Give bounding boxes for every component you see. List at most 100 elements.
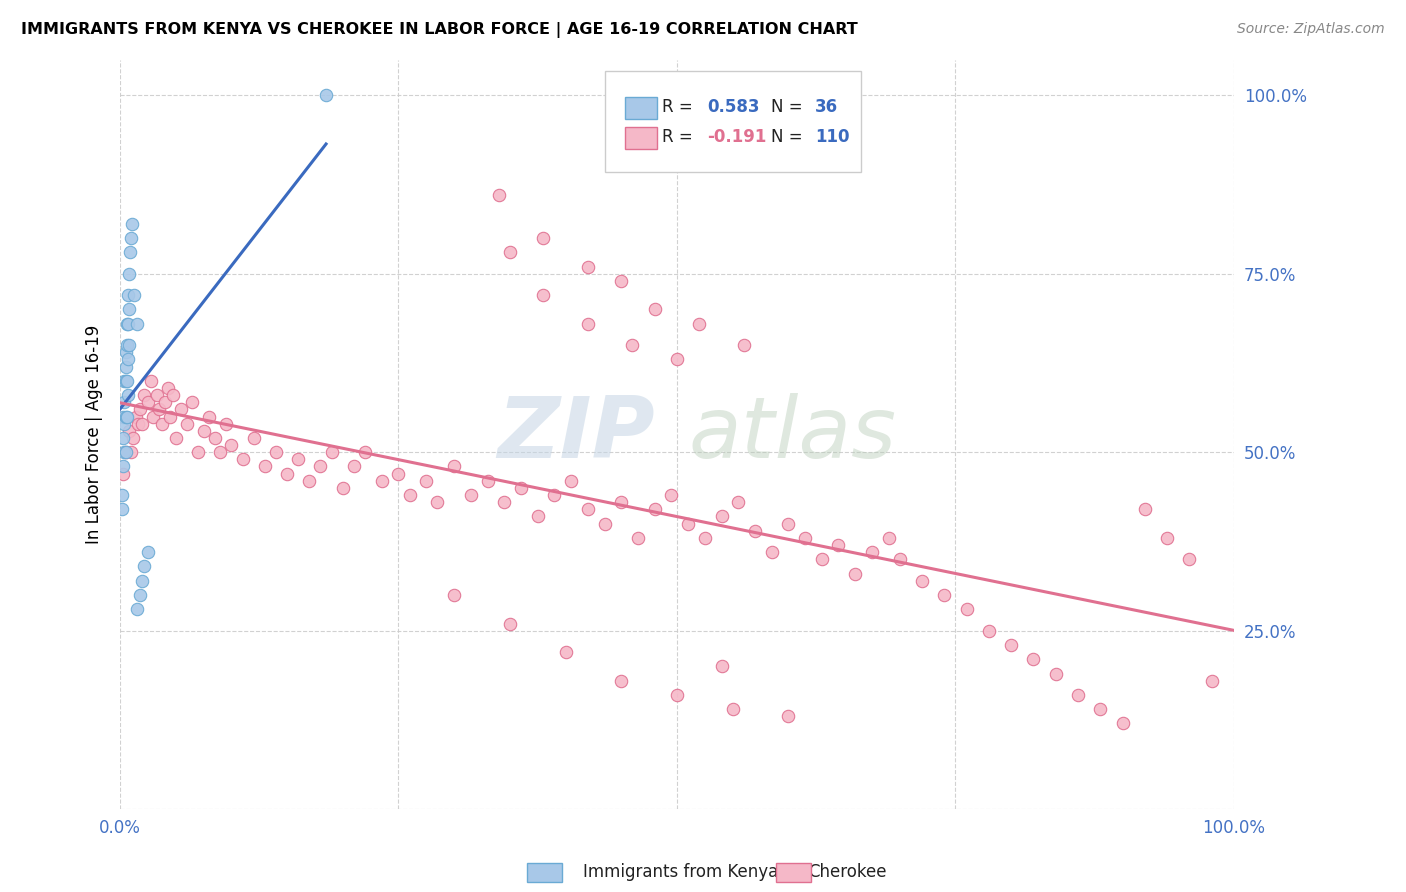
Point (309, 459, 332, 474)
Point (215, 417, 238, 431)
Point (112, 374, 135, 388)
Point (321, 445, 343, 459)
Point (810, 552, 832, 566)
Point (117, 352, 139, 367)
Point (889, 552, 911, 566)
Point (1090, 702, 1112, 716)
Point (371, 474, 394, 488)
Point (176, 417, 198, 431)
Point (627, 531, 650, 545)
Point (141, 374, 163, 388)
Point (159, 409, 181, 424)
Point (165, 431, 187, 445)
Point (688, 317, 710, 331)
Point (122, 431, 145, 445)
Text: R =: R = (662, 128, 699, 145)
Point (148, 402, 170, 417)
Point (510, 481, 533, 495)
Point (198, 409, 221, 424)
Point (114, 374, 136, 388)
Point (387, 467, 409, 481)
Point (1201, 673, 1223, 688)
Text: atlas: atlas (688, 392, 896, 475)
Point (494, 495, 516, 509)
Point (156, 381, 179, 395)
Text: N =: N = (770, 128, 807, 145)
Point (778, 709, 800, 723)
Point (531, 231, 554, 245)
Text: -0.191: -0.191 (707, 128, 766, 145)
Point (114, 445, 136, 459)
Point (955, 602, 977, 616)
Point (181, 395, 204, 409)
Point (115, 374, 138, 388)
Point (117, 288, 139, 302)
Point (332, 481, 354, 495)
Text: ZIP: ZIP (498, 392, 655, 475)
Point (118, 267, 141, 281)
Point (153, 395, 176, 409)
Point (794, 531, 817, 545)
Point (576, 317, 599, 331)
Point (661, 488, 683, 502)
Point (593, 516, 616, 531)
Text: Source: ZipAtlas.com: Source: ZipAtlas.com (1237, 22, 1385, 37)
Text: N =: N = (770, 98, 807, 116)
Point (676, 516, 699, 531)
Point (934, 588, 956, 602)
Point (560, 474, 582, 488)
Point (134, 388, 156, 402)
Point (576, 502, 599, 516)
Point (610, 673, 633, 688)
Point (112, 431, 135, 445)
Point (115, 338, 138, 352)
Point (1111, 716, 1133, 731)
Point (127, 417, 149, 431)
Point (209, 445, 232, 459)
Point (114, 359, 136, 374)
Point (1022, 652, 1045, 666)
Point (1156, 531, 1178, 545)
Point (170, 402, 193, 417)
Point (710, 659, 733, 673)
Point (827, 538, 849, 552)
Point (111, 488, 134, 502)
Point (131, 417, 153, 431)
Point (112, 409, 135, 424)
Text: Cherokee: Cherokee (808, 863, 887, 881)
Point (187, 445, 209, 459)
Point (221, 438, 243, 452)
Point (125, 602, 148, 616)
Point (710, 509, 733, 524)
Point (115, 317, 138, 331)
Point (136, 545, 159, 559)
Point (354, 445, 377, 459)
Text: 110: 110 (815, 128, 849, 145)
Point (693, 531, 716, 545)
Point (499, 616, 522, 631)
Point (488, 188, 510, 202)
Point (129, 402, 152, 417)
Point (343, 459, 366, 474)
Point (120, 231, 142, 245)
Point (610, 274, 633, 288)
Point (576, 260, 599, 274)
Point (526, 509, 548, 524)
Point (778, 516, 800, 531)
Point (162, 388, 184, 402)
Point (621, 338, 644, 352)
Point (264, 445, 287, 459)
Point (114, 345, 136, 359)
Point (1133, 502, 1156, 516)
Point (124, 409, 146, 424)
Point (426, 495, 449, 509)
Text: IMMIGRANTS FROM KENYA VS CHEROKEE IN LABOR FORCE | AGE 16-19 CORRELATION CHART: IMMIGRANTS FROM KENYA VS CHEROKEE IN LAB… (21, 22, 858, 38)
Point (543, 488, 565, 502)
Point (911, 574, 934, 588)
Point (610, 495, 633, 509)
Point (665, 688, 688, 702)
Point (644, 302, 666, 317)
Point (733, 338, 755, 352)
Point (118, 424, 141, 438)
Point (111, 502, 134, 516)
